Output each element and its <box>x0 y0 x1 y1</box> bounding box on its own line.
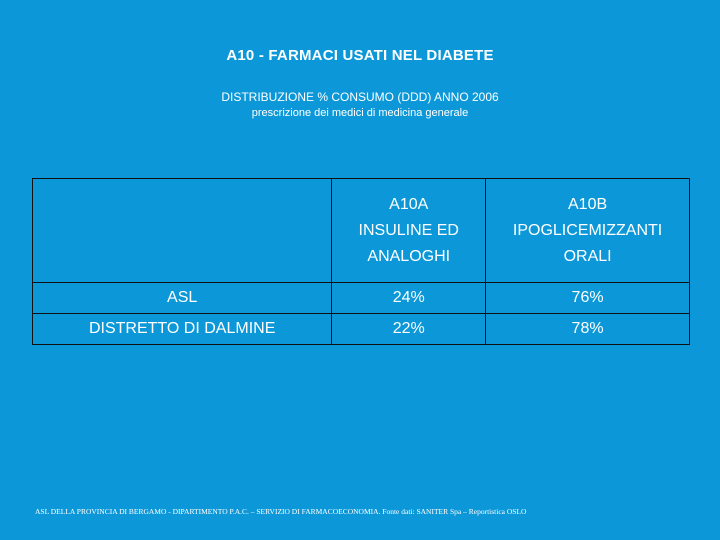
header-line: ORALI <box>563 247 612 265</box>
header-row: A10A INSULINE ED ANALOGHI A10B IPOGLICEMIZZA… <box>31 178 690 283</box>
row: DISTRETTO DI DALMINE 22% 78% <box>31 313 690 345</box>
header-cell: A10A INSULINE ED ANALOGHI <box>331 178 487 283</box>
header-line: IPOGLICEMIZZANTI <box>512 221 663 239</box>
cell: 76% <box>485 282 690 314</box>
title: A10 - FARMACI USATI NEL DIABETE <box>226 47 494 64</box>
header-line: INSULINE ED <box>358 221 459 239</box>
cell: 22% <box>331 313 487 345</box>
table-header: A10A INSULINE ED ANALOGHI A10B IPOGLICEMIZZA… <box>31 178 690 283</box>
cell: 78% <box>485 313 690 345</box>
header-line: ANALOGHI <box>367 247 451 265</box>
header-cell: A10B IPOGLICEMIZZANTI ORALI <box>485 178 690 283</box>
row-label: DISTRETTO DI DALMINE <box>31 313 333 345</box>
table: A10A INSULINE ED ANALOGHI A10B IPOGLICEMIZZA… <box>31 178 690 345</box>
header-line: A10B <box>568 195 608 213</box>
table-body: ASL 24% 76% DISTRETTO DI DALMINE 22% 78% <box>31 282 690 345</box>
corner-cell <box>31 178 333 283</box>
row: ASL 24% 76% <box>31 282 690 314</box>
footer: ASL DELLA PROVINCIA DI BERGAMO - DIPARTI… <box>35 507 527 516</box>
subtitle: DISTRIBUZIONE % CONSUMO (DDD) ANNO 2006 <box>221 90 499 104</box>
note: prescrizione dei medici di medicina gene… <box>251 107 469 119</box>
cell: 24% <box>331 282 487 314</box>
row-label: ASL <box>31 282 333 314</box>
header-line: A10A <box>389 195 429 213</box>
